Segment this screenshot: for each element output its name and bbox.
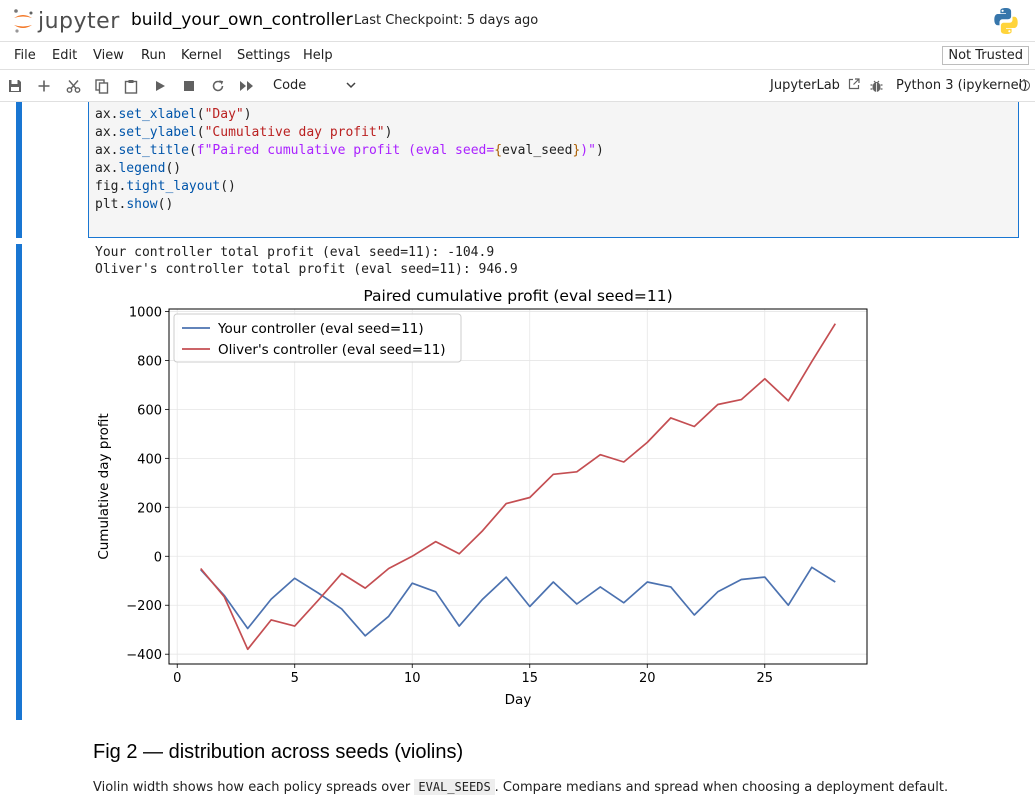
cut-icon[interactable] <box>64 77 82 95</box>
code-line: ax.set_ylabel("Cumulative day profit") <box>95 125 392 140</box>
jupyter-wordmark: jupyter <box>38 8 120 34</box>
code-object: ax. <box>95 107 119 122</box>
x-tick-label: 15 <box>521 671 538 686</box>
chevron-down-icon <box>346 82 356 89</box>
y-tick-label: 800 <box>137 354 162 369</box>
y-tick-label: 0 <box>154 550 162 565</box>
code-method: set_xlabel <box>118 107 197 122</box>
code-method: tight_layout <box>126 179 221 194</box>
debugger-bug-icon[interactable] <box>867 77 885 95</box>
paste-icon[interactable] <box>122 77 140 95</box>
code-args: ("Cumulative day profit") <box>196 125 393 140</box>
code-args: () <box>220 179 236 194</box>
y-tick-label: −400 <box>126 648 162 663</box>
run-all-icon[interactable] <box>238 77 256 95</box>
code-object: fig. <box>95 179 127 194</box>
add-cell-icon[interactable] <box>35 77 53 95</box>
restart-icon[interactable] <box>209 77 227 95</box>
x-tick-label: 0 <box>173 671 181 686</box>
x-tick-label: 5 <box>291 671 299 686</box>
series-line-your-controller <box>200 566 836 637</box>
eval-seeds-code: EVAL_SEEDS <box>414 779 495 795</box>
code-args: ("Day") <box>196 107 252 122</box>
open-in-jupyterlab-link[interactable]: JupyterLab <box>770 78 860 93</box>
notebook-title[interactable]: build_your_own_controller <box>131 10 353 30</box>
cell-type-select[interactable]: Code <box>273 76 357 96</box>
code-args: () <box>165 161 182 176</box>
code-editor[interactable]: ax.set_xlabel("Day") ax.set_ylabel("Cumu… <box>88 102 1019 238</box>
kernel-status-icon <box>1019 80 1030 91</box>
save-icon[interactable] <box>6 77 24 95</box>
output-line-oliver-profit: Oliver's controller total profit (eval s… <box>95 262 518 277</box>
code-method: show <box>126 197 158 212</box>
para-text: . Compare medians and spread when choosi… <box>494 780 949 795</box>
code-line: fig.tight_layout() <box>95 179 236 194</box>
y-tick-label: 400 <box>137 452 162 467</box>
x-tick-label: 25 <box>756 671 773 686</box>
y-axis-label: Cumulative day profit <box>96 413 112 559</box>
notebook-toolbar: Code JupyterLab Python 3 (ipykernel) <box>0 70 1035 102</box>
checkpoint-status: Last Checkpoint: 5 days ago <box>354 13 539 28</box>
menu-file[interactable]: File <box>14 48 36 63</box>
menu-bar: File Edit View Run Kernel Settings Help … <box>0 42 1035 70</box>
menu-kernel[interactable]: Kernel <box>181 48 222 63</box>
plot-frame <box>168 308 868 665</box>
output-line-your-profit: Your controller total profit (eval seed=… <box>95 245 495 260</box>
y-tick-label: −200 <box>126 599 162 614</box>
code-object: ax. <box>95 143 119 158</box>
external-link-icon <box>848 78 860 90</box>
menu-run[interactable]: Run <box>141 48 166 63</box>
menu-settings[interactable]: Settings <box>237 48 291 63</box>
cumulative-profit-chart: 0 5 10 15 20 25 −400 −200 0 200 400 600 800 1000 Paire… <box>96 287 868 708</box>
cell-type-value: Code <box>273 78 307 93</box>
code-method: set_title <box>118 143 189 158</box>
fig2-heading: Fig 2 — distribution across seeds (violi… <box>93 741 464 763</box>
y-tick-label: 1000 <box>129 305 162 320</box>
code-object: ax. <box>95 161 119 176</box>
code-object: plt. <box>95 197 127 212</box>
y-tick-label: 600 <box>137 403 162 418</box>
output-collapser[interactable] <box>16 244 22 720</box>
code-line: plt.show() <box>95 197 173 212</box>
run-icon[interactable] <box>151 77 169 95</box>
code-object: ax. <box>95 125 119 140</box>
kernel-name[interactable]: Python 3 (ipykernel) <box>896 78 1028 93</box>
code-line: ax.legend() <box>95 161 181 176</box>
legend-label: Oliver's controller (eval seed=11) <box>218 342 446 358</box>
x-axis-label: Day <box>505 692 532 708</box>
code-line: ax.set_xlabel("Day") <box>95 107 252 122</box>
legend-label: Your controller (eval seed=11) <box>217 321 424 337</box>
code-method: set_ylabel <box>118 125 197 140</box>
x-tick-label: 10 <box>404 671 421 686</box>
python-logo-icon <box>993 7 1019 39</box>
series-line-oliver-controller <box>200 323 837 651</box>
code-line: ax.set_title(f"Paired cumulative profit … <box>95 143 604 158</box>
copy-icon[interactable] <box>93 77 111 95</box>
chart-title: Paired cumulative profit (eval seed=11) <box>363 287 672 305</box>
x-tick-label: 20 <box>639 671 656 686</box>
code-method: legend <box>118 161 166 176</box>
code-args: () <box>157 197 174 212</box>
menu-edit[interactable]: Edit <box>52 48 78 63</box>
legend-box <box>173 313 462 363</box>
stop-icon[interactable] <box>180 77 198 95</box>
trust-status-button[interactable]: Not Trusted <box>942 46 1029 65</box>
menu-help[interactable]: Help <box>303 48 333 63</box>
jupyterlab-label: JupyterLab <box>770 78 840 93</box>
top-bar: jupyter build_your_own_controller Last C… <box>0 0 1035 42</box>
fig2-paragraph: Violin width shows how each policy sprea… <box>93 779 949 795</box>
y-tick-label: 200 <box>137 501 162 516</box>
code-cell-collapser[interactable] <box>16 102 22 238</box>
jupyter-logo-icon <box>14 9 33 33</box>
menu-view[interactable]: View <box>93 48 124 63</box>
jupyter-logo[interactable]: jupyter <box>12 6 120 36</box>
code-args: (f"Paired cumulative profit (eval seed={… <box>188 143 604 158</box>
para-text: Violin width shows how each policy sprea… <box>93 780 415 795</box>
